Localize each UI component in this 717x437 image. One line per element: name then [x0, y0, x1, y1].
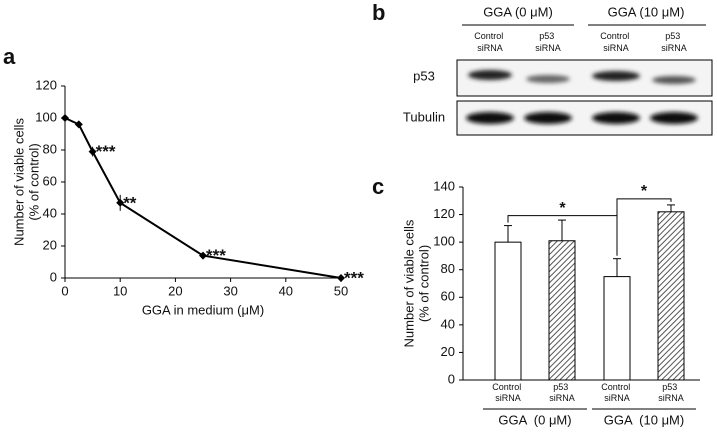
y-tick-label: 0	[50, 269, 57, 284]
x-tick-label: 40	[279, 283, 293, 298]
bar	[603, 276, 631, 381]
annotation: **	[123, 193, 137, 212]
wrapped-label: p53 siRNA	[535, 31, 561, 53]
y-tick-label: 0	[448, 371, 455, 386]
blot-row: p53	[413, 68, 435, 83]
wrapped-label: p53 siRNA	[661, 31, 687, 53]
point	[116, 198, 125, 207]
panel-label: a	[3, 44, 16, 69]
point	[74, 120, 83, 129]
wrapped-label: Control siRNA	[600, 31, 632, 53]
y-axis-label: (% of control)	[416, 245, 431, 322]
bracket	[616, 198, 672, 256]
annotation: *	[641, 183, 648, 200]
x-tick-label: 30	[223, 283, 237, 298]
y-tick-label: 120	[35, 77, 57, 92]
y-tick-label: 120	[433, 206, 455, 221]
y-tick-label: 80	[43, 141, 57, 156]
x-axis-label: GGA in medium (μM)	[142, 302, 264, 317]
blot-group: GGA (10 μM)	[608, 4, 685, 19]
x-group-label: GGA (10 μM)	[604, 412, 684, 427]
annotation: ***	[344, 268, 364, 287]
x-tick-label: 0	[61, 283, 68, 298]
blot-row: Tubulin	[403, 109, 445, 124]
y-tick-label: 100	[433, 234, 455, 249]
wrapped-label: p53 siRNA	[658, 382, 684, 403]
bands	[466, 70, 698, 124]
y-axis-label: Number of viable cells	[11, 118, 26, 246]
y-tick-label: 60	[441, 289, 455, 304]
y-axis-label: (% of control)	[26, 143, 41, 220]
wrapped-label: p53 siRNA	[549, 382, 575, 403]
point	[199, 251, 207, 260]
wrapped-label: Control siRNA	[492, 382, 524, 403]
panel-label: b	[372, 0, 385, 25]
y-tick-label: 80	[441, 261, 455, 276]
bar	[548, 240, 576, 381]
y-tick-label: 40	[441, 316, 455, 331]
x-tick-label: 50	[334, 283, 348, 298]
point	[88, 147, 97, 156]
y-tick-label: 100	[35, 109, 57, 124]
point	[337, 274, 345, 282]
y-axis-label: Number of viable cells	[401, 219, 416, 347]
wrapped-label: Control siRNA	[474, 31, 506, 53]
x-tick-label: 20	[168, 283, 182, 298]
annotation: ***	[206, 246, 226, 265]
wrapped-label: Control siRNA	[601, 382, 633, 403]
blot-group: GGA (0 μM)	[483, 4, 553, 19]
y-tick-label: 20	[43, 237, 57, 252]
y-tick-label: 60	[43, 173, 57, 188]
bar	[494, 241, 522, 381]
y-tick-label: 140	[433, 178, 455, 193]
y-tick-label: 20	[441, 344, 455, 359]
x-group-label: GGA (0 μM)	[498, 412, 571, 427]
x-tick-label: 10	[113, 283, 127, 298]
y-tick-label: 40	[43, 205, 57, 220]
panel-label: c	[372, 174, 384, 199]
annotation: ***	[96, 142, 116, 161]
bar	[657, 211, 685, 381]
annotation: *	[559, 200, 566, 217]
point	[61, 114, 69, 122]
